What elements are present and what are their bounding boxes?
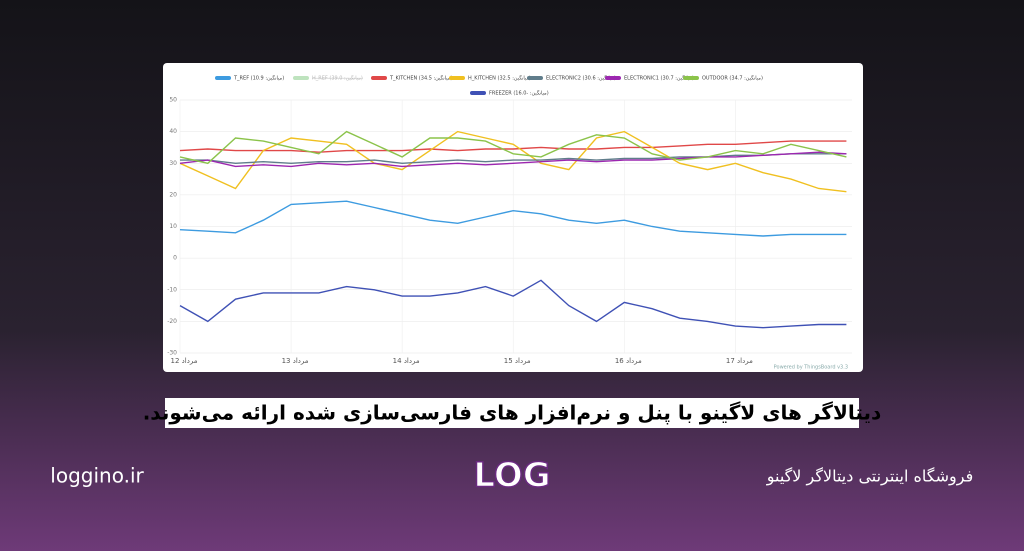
series-line: [179, 130, 847, 165]
series-line: [179, 200, 847, 237]
x-tick-label: 15 مرداد: [504, 357, 531, 365]
legend-swatch: [605, 76, 621, 80]
y-tick-label: -30: [167, 350, 177, 357]
x-tick-label: 12 مرداد: [171, 357, 198, 365]
y-tick-label: 20: [169, 191, 177, 198]
series-line: [179, 151, 847, 168]
legend-swatch: [371, 76, 387, 80]
site-url: loggino.ir: [50, 464, 144, 488]
x-tick-label: 14 مرداد: [393, 357, 420, 365]
legend-label: FREEZER (میانگین: -16.0): [489, 90, 549, 97]
y-tick-label: 10: [169, 223, 177, 230]
legend-label: H_KITCHEN (میانگین: 32.5): [468, 75, 531, 82]
y-tick-label: -10: [167, 286, 177, 293]
y-tick-label: 40: [169, 128, 177, 135]
headline-box: [165, 398, 859, 428]
headline: دیتالاگر های لاگینو با پنل و نرم‌افزار ه…: [143, 401, 882, 426]
legend-swatch: [215, 76, 231, 80]
series-line: [179, 130, 847, 193]
legend-swatch: [470, 91, 486, 95]
series-line: [180, 153, 847, 165]
legend-label: ELECTRONIC2 (میانگین: 30.6): [546, 75, 616, 82]
store-name: فروشگاه اینترنتی دیتالاگر لاگینو: [766, 467, 973, 487]
chart-credit: Powered by ThingsBoard v3.3: [774, 365, 848, 371]
legend-swatch: [449, 76, 465, 80]
legend-label: T_REF (میانگین: 10.9): [233, 75, 284, 82]
legend-label: OUTDOOR (میانگین: 34.7): [702, 75, 763, 82]
y-tick-label: 30: [169, 160, 177, 167]
legend-label: ELECTRONIC1 (میانگین: 30.7): [624, 75, 694, 82]
legend-label: T_KITCHEN (میانگین: 34.5): [389, 75, 452, 82]
logo: LOG: [473, 456, 550, 496]
legend-swatch: [527, 76, 543, 80]
x-tick-label: 13 مرداد: [282, 357, 309, 365]
series-line: [179, 140, 847, 153]
series-line: [179, 279, 847, 329]
y-tick-label: 0: [173, 255, 177, 262]
x-tick-label: 16 مرداد: [615, 357, 642, 365]
x-tick-label: 17 مرداد: [726, 357, 753, 365]
legend-label: H_REF (میانگین: 39.0): [312, 75, 363, 82]
legend-swatch: [293, 76, 309, 80]
y-tick-label: -20: [167, 318, 177, 325]
y-tick-label: 50: [169, 97, 177, 104]
legend-swatch: [683, 76, 699, 80]
